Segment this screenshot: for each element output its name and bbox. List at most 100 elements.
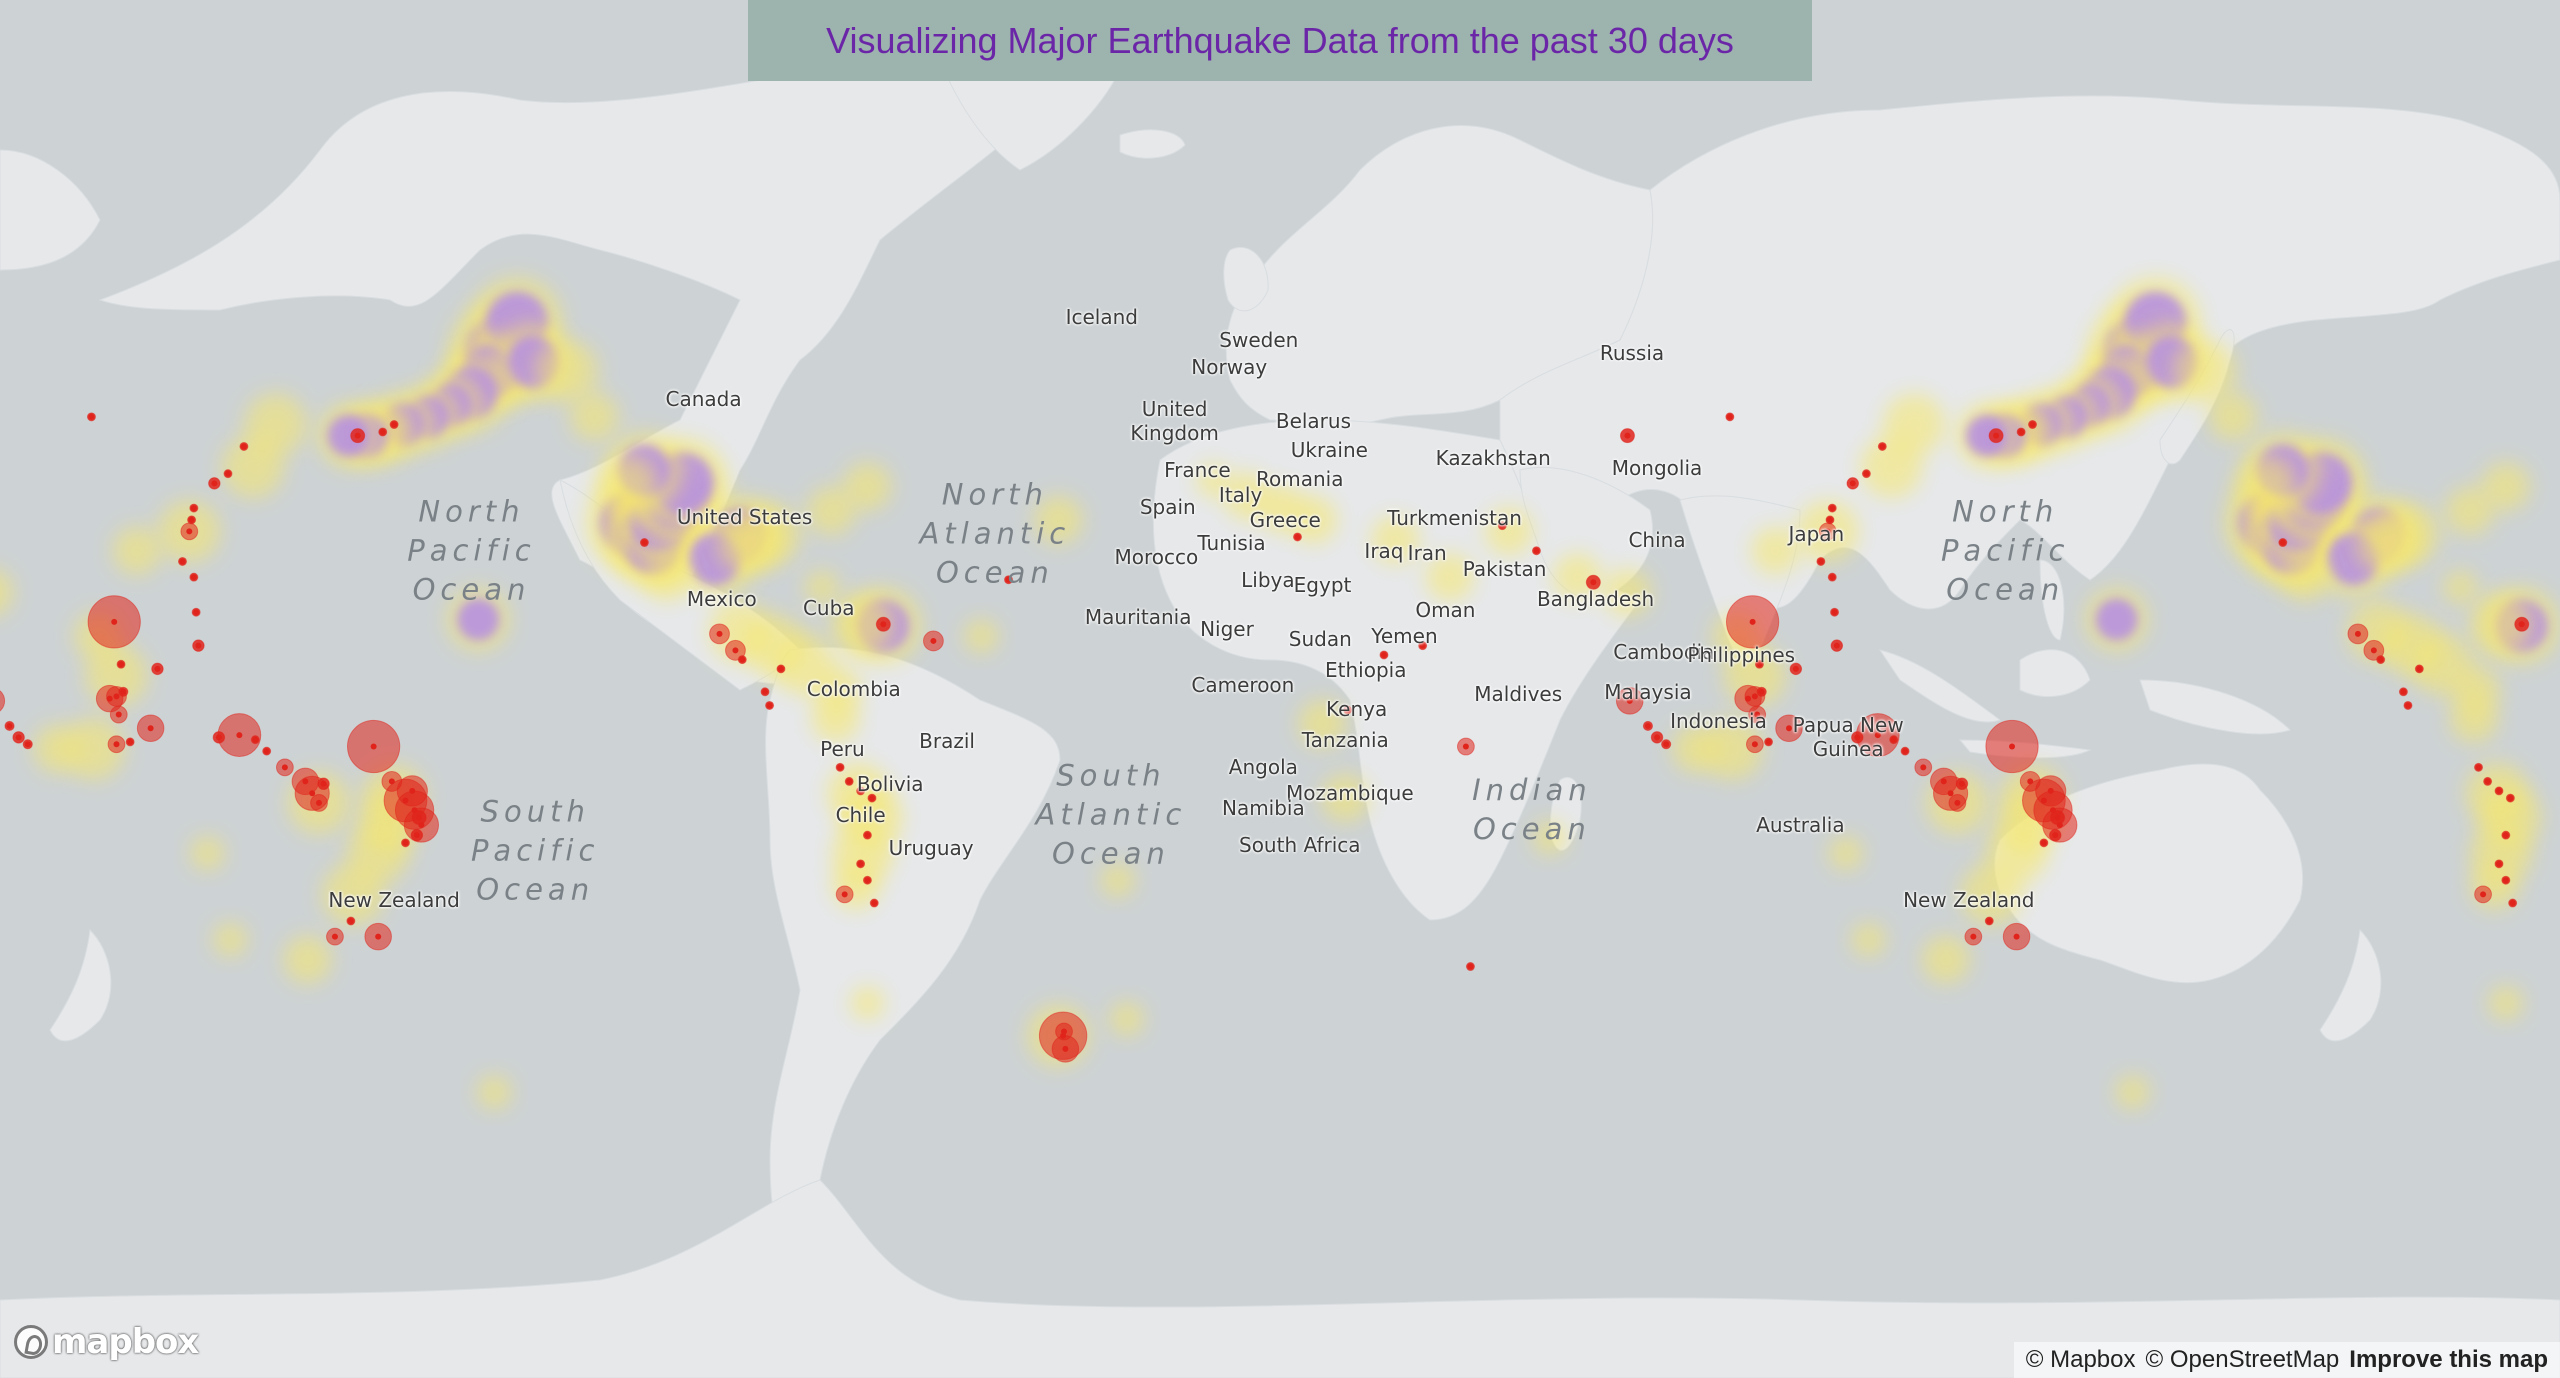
earthquake-epicenter [370,743,377,750]
earthquake-epicenter [1005,576,1012,583]
earthquake-epicenter [113,741,120,748]
earthquake-epicenter [402,839,409,846]
heat-glow [1425,553,1474,602]
earthquake-epicenter [120,688,127,695]
earthquake-epicenter [179,558,186,565]
heat-glow [1603,568,1652,617]
earthquake-epicenter [930,637,937,644]
heat-glow [2281,553,2330,602]
earthquake-epicenter [871,900,878,907]
earthquake-layer [0,412,2530,1063]
earthquake-epicenter [118,661,125,668]
earthquake-epicenter [841,891,848,898]
earthquake-epicenter [2013,933,2020,940]
earthquake-epicenter [375,933,382,940]
earthquake-epicenter [6,722,13,729]
earthquake-epicenter [379,428,386,435]
earthquake-epicenter [1294,533,1301,540]
earthquake-epicenter [1824,528,1831,535]
heatmap-layer [0,277,2560,1110]
attribution-bar: © Mapbox © OpenStreetMap Improve this ma… [2013,1342,2560,1378]
earthquake-epicenter [641,539,648,546]
attribution-mapbox-link[interactable]: © Mapbox [2025,1346,2136,1373]
earthquake-epicenter [766,702,773,709]
heat-glow [190,836,225,871]
earthquake-epicenter [2416,665,2423,672]
improve-map-link[interactable]: Improve this map [2349,1346,2548,1373]
earthquake-epicenter [1829,505,1836,512]
heat-glow [536,340,599,403]
heat-glow [244,393,307,456]
earthquake-epicenter [2029,421,2036,428]
earthquake-epicenter [115,711,122,718]
earthquake-epicenter [309,790,316,797]
earthquake-epicenter [186,528,193,535]
heat-glow [1922,935,1971,984]
heat-glow [2174,340,2237,403]
heat-glow [1298,699,1347,748]
earthquake-epicenter [1863,470,1870,477]
earthquake-epicenter [1624,432,1631,439]
earthquake-epicenter [413,832,420,839]
earthquake-epicenter [1786,725,1793,732]
earthquake-epicenter [354,432,361,439]
heat-glow [477,1075,512,1110]
earthquake-epicenter [864,832,871,839]
earthquake-epicenter [732,647,739,654]
earthquake-epicenter [1590,579,1597,586]
heat-glow [283,935,332,984]
earthquake-epicenter [2400,688,2407,695]
mapbox-logo-icon [14,1325,48,1359]
mapbox-logo[interactable]: mapbox [14,1322,199,1362]
earthquake-epicenter [1890,736,1897,743]
attribution-osm-link[interactable]: © OpenStreetMap [2145,1346,2340,1373]
heat-glow [570,392,619,441]
earthquake-epicenter [1765,738,1772,745]
earthquake-epicenter [857,787,864,794]
earthquake-epicenter [846,778,853,785]
earthquake-epicenter [2502,832,2509,839]
earthquake-epicenter [281,764,288,771]
earthquake-epicenter [1817,558,1824,565]
earthquake-epicenter [857,860,864,867]
heat-glow [2233,455,2296,518]
heat-dense-core [1965,414,2008,457]
heat-glow [1223,471,1272,520]
earthquake-epicenter [1756,661,1763,668]
heat-glow [2445,487,2494,536]
heat-glow [964,619,999,654]
earthquake-epicenter [2507,795,2514,802]
earthquake-epicenter [2484,778,2491,785]
earthquake-epicenter [1993,432,2000,439]
earthquake-epicenter [2509,900,2516,907]
earthquake-epicenter [1754,711,1761,718]
earthquake-marker[interactable] [0,688,6,715]
heat-glow [595,455,658,518]
earthquake-epicenter [2279,539,2286,546]
earthquake-epicenter [1751,741,1758,748]
land-russia-west-edge [0,149,101,271]
heat-glow [2443,570,2478,605]
earthquake-epicenter [15,734,22,741]
earthquake-epicenter [263,748,270,755]
earthquake-epicenter [147,725,154,732]
heat-glow [33,724,82,773]
earthquake-epicenter [2475,764,2482,771]
earthquake-epicenter [193,609,200,616]
earthquake-epicenter [1874,732,1881,739]
heat-glow [811,695,860,744]
earthquake-epicenter [24,741,31,748]
earthquake-epicenter [1833,642,1840,649]
earthquake-epicenter [1758,688,1765,695]
earthquake-epicenter [2040,839,2047,846]
land-philippines [2039,559,2065,641]
earthquake-epicenter [154,665,161,672]
heat-glow [0,571,14,614]
earthquake-epicenter [224,470,231,477]
earthquake-epicenter [391,421,398,428]
mapbox-wordmark: mapbox [52,1322,199,1362]
heat-glow [807,487,856,536]
heat-glow [2376,503,2439,566]
earthquake-epicenter [1954,799,1961,806]
